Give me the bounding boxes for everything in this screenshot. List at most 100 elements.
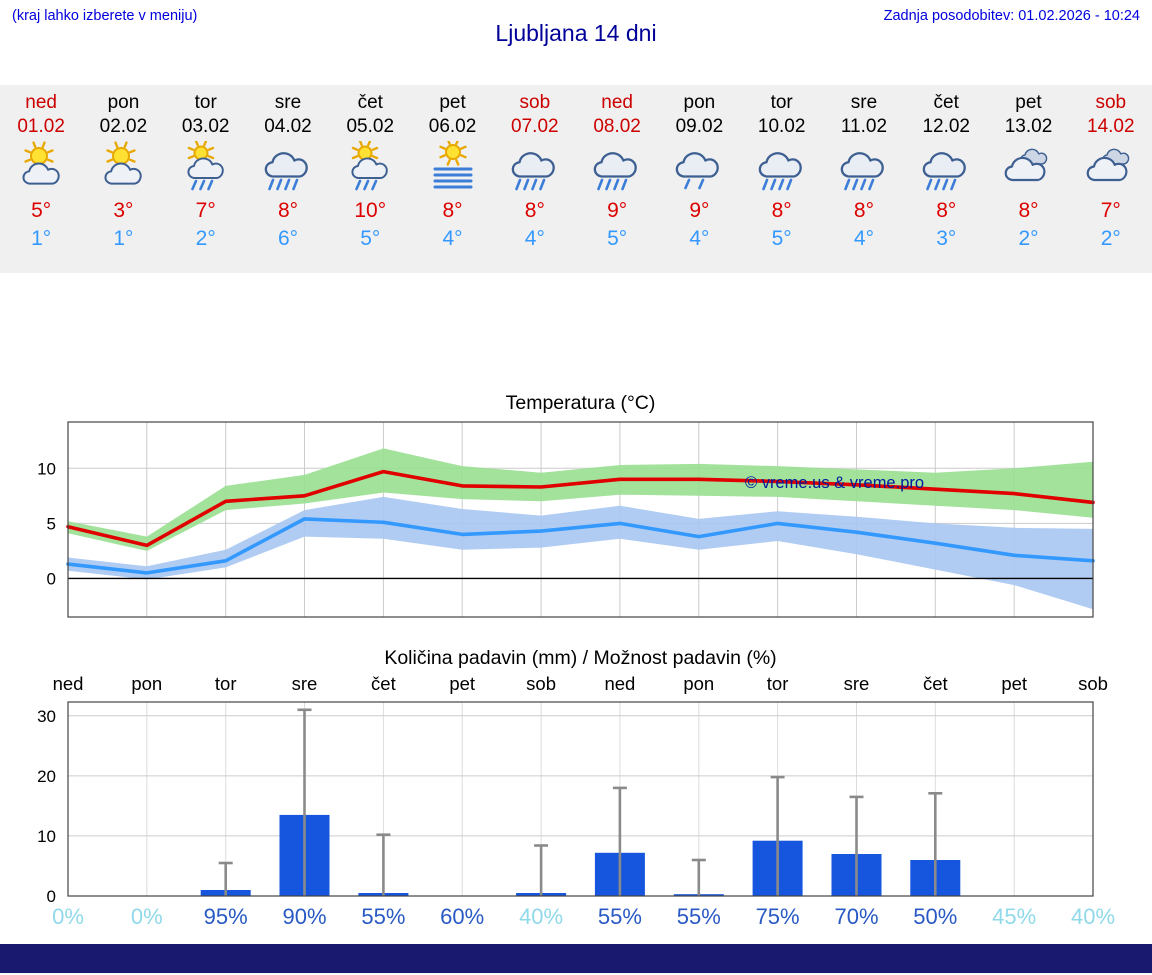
day-temp-min: 1° bbox=[31, 227, 52, 250]
y-tick-label: 5 bbox=[47, 514, 56, 533]
precip-day-label: pon bbox=[683, 673, 714, 694]
page-title: Ljubljana 14 dni bbox=[495, 20, 657, 46]
precip-day-label: čet bbox=[371, 673, 396, 694]
day-date: 12.02 bbox=[922, 116, 970, 137]
day-date: 06.02 bbox=[428, 116, 477, 137]
forecast-day-06.02[interactable]: pet 06.02 8° 4° bbox=[411, 91, 493, 253]
day-temp-max: 9° bbox=[689, 199, 710, 222]
precip-day-label: čet bbox=[923, 673, 948, 694]
precip-day-label: pon bbox=[131, 673, 162, 694]
day-temp-min: 5° bbox=[360, 227, 381, 250]
day-temp-min: 6° bbox=[277, 227, 299, 250]
cloudy-icon bbox=[1070, 139, 1152, 197]
day-name: sob bbox=[1095, 92, 1127, 113]
precip-probability: 0% bbox=[131, 904, 163, 929]
precip-probability: 40% bbox=[519, 904, 563, 929]
precip-day-label: tor bbox=[767, 673, 789, 694]
day-temp-min: 4° bbox=[689, 227, 710, 250]
precipitation-chart: ned pon tor sre čet pet sob ned pon tor sre čet pet s… bbox=[37, 673, 1115, 929]
day-temp-min: 1° bbox=[113, 227, 134, 250]
forecast-day-13.02[interactable]: pet 13.02 8° 2° bbox=[987, 91, 1069, 253]
y-tick-label: 10 bbox=[37, 827, 56, 846]
day-name: čet bbox=[933, 92, 959, 113]
y-tick-label: 10 bbox=[37, 459, 56, 478]
precipitation-chart-block: Količina padavin (mm) / Možnost padavin … bbox=[0, 646, 1152, 930]
forecast-day-09.02[interactable]: pon 09.02 9° 4° bbox=[658, 91, 740, 253]
day-name: pon bbox=[107, 92, 140, 113]
day-temp-min: 2° bbox=[1100, 227, 1121, 250]
day-temp-min: 3° bbox=[936, 227, 957, 250]
temp-max-range bbox=[68, 448, 1093, 551]
location-menu-hint[interactable]: (kraj lahko izberete v meniju) bbox=[12, 8, 198, 24]
day-name: tor bbox=[194, 92, 217, 113]
day-temp-max: 8° bbox=[277, 199, 299, 222]
day-name: pet bbox=[439, 92, 466, 113]
precip-probability: 55% bbox=[361, 904, 405, 929]
day-temp-min: 2° bbox=[195, 227, 216, 250]
sun-cloud-icon bbox=[82, 139, 164, 197]
sun-cloud-rain-icon bbox=[165, 139, 247, 197]
cloud-drizzle-icon bbox=[658, 139, 740, 197]
day-temp-max: 7° bbox=[195, 199, 216, 222]
forecast-day-04.02[interactable]: sre 04.02 8° 6° bbox=[247, 91, 329, 253]
temp-min-range bbox=[68, 496, 1093, 610]
y-tick-label: 0 bbox=[47, 887, 56, 906]
precip-day-label: sob bbox=[526, 673, 556, 694]
y-tick-label: 30 bbox=[37, 707, 56, 726]
forecast-day-10.02[interactable]: tor 10.02 8° 5° bbox=[741, 91, 823, 253]
temp-min-line bbox=[66, 517, 1095, 575]
day-name: pon bbox=[683, 92, 716, 113]
precip-probability: 60% bbox=[440, 904, 484, 929]
precip-probability: 40% bbox=[1071, 904, 1115, 929]
topbar: (kraj lahko izberete v meniju) Ljubljana… bbox=[0, 0, 1152, 63]
sun-cloud-rain-icon bbox=[329, 139, 411, 197]
day-temp-max: 9° bbox=[607, 199, 628, 222]
day-temp-max: 8° bbox=[1018, 199, 1039, 222]
day-temp-max: 8° bbox=[442, 199, 463, 222]
day-name: tor bbox=[770, 92, 793, 113]
cloud-rain-icon bbox=[823, 139, 905, 197]
day-name: ned bbox=[601, 92, 633, 113]
forecast-day-05.02[interactable]: čet 05.02 10° 5° bbox=[329, 91, 411, 253]
precip-probability: 45% bbox=[992, 904, 1036, 929]
day-temp-max: 3° bbox=[113, 199, 134, 222]
cloud-rain-icon bbox=[247, 139, 329, 197]
temperature-chart: © vreme.us & vreme.pro 0 5 10 bbox=[37, 421, 1095, 618]
cloud-rain-icon bbox=[576, 139, 658, 197]
day-temp-max: 8° bbox=[936, 199, 957, 222]
day-date: 04.02 bbox=[264, 116, 312, 137]
forecast-day-14.02[interactable]: sob 14.02 7° 2° bbox=[1070, 91, 1152, 253]
day-date: 14.02 bbox=[1087, 116, 1135, 137]
precip-probability: 90% bbox=[282, 904, 326, 929]
precip-probability: 75% bbox=[756, 904, 800, 929]
precip-day-label: sob bbox=[1078, 673, 1108, 694]
forecast-day-11.02[interactable]: sre 11.02 8° 4° bbox=[823, 91, 905, 253]
day-temp-min: 4° bbox=[524, 227, 545, 250]
cloud-rain-icon bbox=[741, 139, 823, 197]
precip-probability: 55% bbox=[677, 904, 721, 929]
precip-day-label: tor bbox=[215, 673, 237, 694]
cloudy-icon bbox=[987, 139, 1069, 197]
precip-probability: 95% bbox=[204, 904, 248, 929]
forecast-day-03.02[interactable]: tor 03.02 7° 2° bbox=[165, 91, 247, 253]
day-temp-min: 4° bbox=[442, 227, 463, 250]
forecast-strip: ned 01.02 5° 1° pon 02.02 3° 1° tor 03.0… bbox=[0, 85, 1152, 273]
precip-day-label: ned bbox=[604, 673, 635, 694]
temp-max-line bbox=[66, 469, 1095, 548]
forecast-day-12.02[interactable]: čet 12.02 8° 3° bbox=[905, 91, 987, 253]
forecast-day-08.02[interactable]: ned 08.02 9° 5° bbox=[576, 91, 658, 253]
forecast-day-02.02[interactable]: pon 02.02 3° 1° bbox=[82, 91, 164, 253]
temperature-chart-block: Temperatura (°C) © vreme.us & vreme.pro 0… bbox=[0, 391, 1152, 623]
y-tick-label: 20 bbox=[37, 767, 56, 786]
precip-probability: 55% bbox=[598, 904, 642, 929]
forecast-day-07.02[interactable]: sob 07.02 8° 4° bbox=[494, 91, 576, 253]
precip-day-label: sre bbox=[844, 673, 870, 694]
precip-probability: 0% bbox=[52, 904, 84, 929]
forecast-day-01.02[interactable]: ned 01.02 5° 1° bbox=[0, 91, 82, 253]
bottom-bar bbox=[0, 944, 1152, 973]
precip-day-label: sre bbox=[292, 673, 318, 694]
day-temp-max: 8° bbox=[524, 199, 545, 222]
day-temp-max: 5° bbox=[31, 199, 52, 222]
day-temp-min: 4° bbox=[853, 227, 874, 250]
